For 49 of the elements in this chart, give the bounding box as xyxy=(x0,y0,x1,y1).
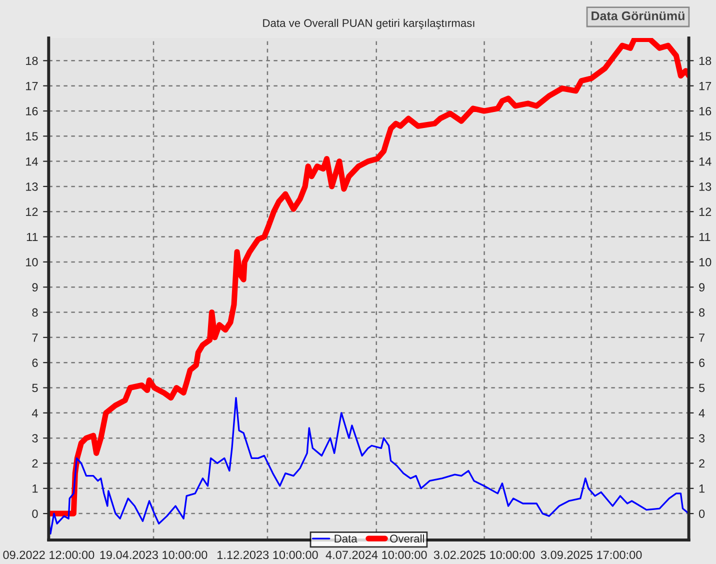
y2-tick-label: 2 xyxy=(699,459,704,468)
y2-tick-label: 11 xyxy=(699,232,710,242)
y2-tick-label: 12 xyxy=(699,208,712,216)
y-tick-label: 6 xyxy=(32,358,38,367)
y2-tick-label: 10 xyxy=(699,258,712,266)
y2-tick-label: 3 xyxy=(698,434,705,442)
y2-tick-label: 7 xyxy=(699,334,704,342)
y-tick-label: 1 xyxy=(32,484,38,493)
x-tick-label: 3.02.2025 10:00:00 xyxy=(434,550,535,560)
y2-tick-label: 16 xyxy=(699,107,712,116)
y-tick-label: 13 xyxy=(26,182,38,191)
y-tick-label: 18 xyxy=(26,56,38,66)
y2-tick-label: 14 xyxy=(699,157,712,166)
chart-title: Data ve Overall PUAN getiri karşılaştırması xyxy=(263,18,474,30)
legend-label: Overall xyxy=(390,534,424,543)
y-tick-label: 4 xyxy=(32,409,38,418)
x-tick-label: 4.07.2024 10:00:00 xyxy=(326,550,427,560)
y2-tick-label: 13 xyxy=(699,182,712,191)
y-tick-label: 7 xyxy=(32,334,38,342)
y2-tick-label: 8 xyxy=(699,308,705,317)
y2-tick-label: 9 xyxy=(699,283,705,292)
y-tick-label: 14 xyxy=(26,157,38,166)
y-tick-label: 3 xyxy=(32,434,38,442)
y2-tick-label: 18 xyxy=(699,56,712,66)
y-tick-label: 17 xyxy=(26,82,38,90)
y-tick-label: 10 xyxy=(26,258,38,266)
y2-tick-label: 1 xyxy=(699,484,705,493)
y-tick-label: 2 xyxy=(32,459,38,468)
y2-tick-label: 17 xyxy=(699,82,712,90)
text: Data Görünümü xyxy=(592,11,684,20)
y-tick-label: 15 xyxy=(26,132,38,141)
line-series xyxy=(48,396,689,535)
y2-tick-label: 0 xyxy=(698,510,705,518)
x-tick-label: 09.2022 12:00:00 xyxy=(3,550,94,560)
y-tick-label: 11 xyxy=(26,232,38,242)
y2-tick-label: 15 xyxy=(699,132,712,141)
y-tick-label: 12 xyxy=(26,208,38,216)
y-tick-label: 5 xyxy=(32,384,38,392)
y-tick-label: 8 xyxy=(32,308,38,317)
x-tick-label: 1.12.2023 10:00:00 xyxy=(218,550,318,560)
y2-tick-label: 6 xyxy=(699,358,705,367)
y2-tick-label: 4 xyxy=(698,409,705,418)
y2-tick-label: 5 xyxy=(698,384,705,392)
x-tick-label: 19.04.2023 10:00:00 xyxy=(100,550,208,560)
y-tick-label: 16 xyxy=(26,107,38,116)
x-tick-label: 3.09.2025 17:00:00 xyxy=(540,550,642,560)
legend-label: Data xyxy=(334,534,358,543)
y-tick-label: 0 xyxy=(32,510,38,518)
y-tick-label: 9 xyxy=(32,283,38,292)
